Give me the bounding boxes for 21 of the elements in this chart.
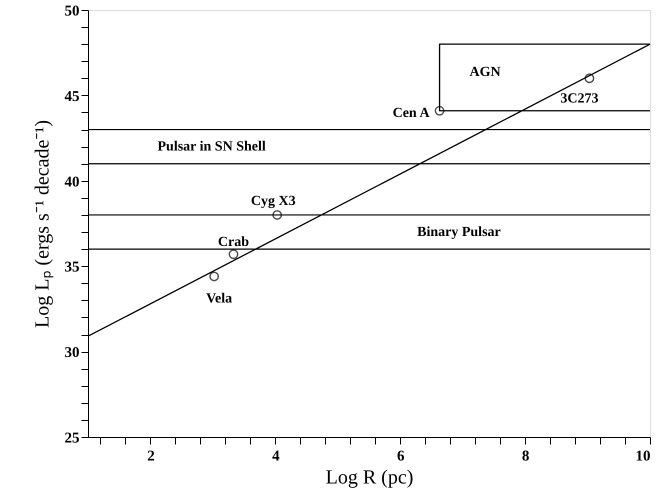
ref-line-label: Binary Pulsar bbox=[417, 225, 501, 240]
y-axis-title: Log Lₚ (ergs s⁻¹ decade⁻¹) bbox=[32, 120, 54, 328]
y-tick-label: 50 bbox=[64, 4, 80, 20]
x-tick-label: 6 bbox=[396, 448, 405, 464]
y-tick-label: 40 bbox=[64, 174, 80, 190]
annotation: Crab bbox=[218, 235, 250, 250]
x-tick-label: 8 bbox=[522, 448, 530, 464]
y-tick-label: 45 bbox=[64, 88, 80, 105]
annotation: 3C273 bbox=[560, 91, 598, 106]
y-tick-label: 25 bbox=[64, 430, 80, 446]
ref-line-label: Pulsar in SN Shell bbox=[158, 140, 266, 155]
annotation: Cyg X3 bbox=[250, 194, 296, 209]
x-tick-label: 4 bbox=[272, 448, 280, 464]
y-tick-label: 35 bbox=[64, 260, 80, 276]
y-tick-label: 30 bbox=[64, 345, 80, 362]
annotation: Cen A bbox=[392, 106, 430, 121]
series-label: AGN bbox=[470, 65, 501, 80]
x-tick-label: 2 bbox=[147, 448, 155, 464]
x-axis-title: Log R (pc) bbox=[326, 466, 414, 488]
annotation: Vela bbox=[206, 291, 232, 306]
x-tick-label: 10 bbox=[636, 448, 650, 464]
